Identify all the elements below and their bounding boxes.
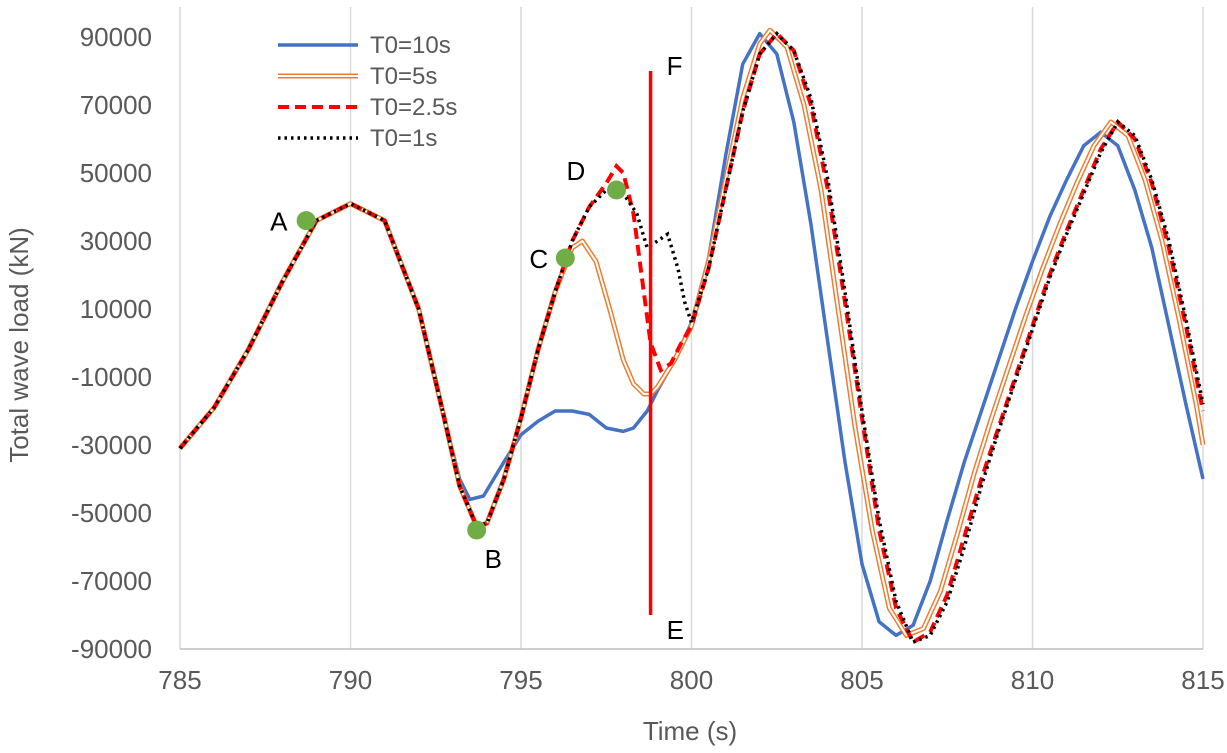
y-tick-label: 50000 (80, 158, 152, 188)
marker-point (606, 180, 626, 200)
marker-label: B (485, 544, 502, 574)
legend-label: T0=1s (370, 125, 437, 152)
x-tick-label: 790 (329, 665, 372, 695)
series-line (178, 31, 1205, 645)
series-line-inner (179, 29, 1204, 637)
legend: T0=10s T0=5s T0=2.5s T0=1s (278, 32, 457, 152)
legend-entry: T0=1s (278, 125, 437, 152)
x-tick-label: 795 (499, 665, 542, 695)
y-tick-label: 10000 (80, 294, 152, 324)
y-tick-label: -50000 (71, 498, 152, 528)
series-layer (178, 27, 1206, 646)
annotation-layer: F E A B C D (270, 51, 684, 645)
y-tick-label: -90000 (71, 634, 152, 664)
x-tick-label: 815 (1181, 665, 1224, 695)
marker-point (555, 248, 575, 268)
legend-entry: T0=5s (278, 63, 437, 90)
y-tick-label: -10000 (71, 362, 152, 392)
x-axis-title: Time (s) (643, 716, 737, 746)
y-axis-title: Total wave load (kN) (4, 227, 34, 463)
event-line-bottom-label: E (667, 615, 684, 645)
y-tick-label: -30000 (71, 430, 152, 460)
marker-label: A (270, 207, 288, 237)
axis-layer: 785 790 795 800 805 810 815 -90000 -70000 -50000 -… (71, 22, 1225, 695)
x-tick-label: 810 (1011, 665, 1054, 695)
y-tick-label: 70000 (80, 90, 152, 120)
marker-point (296, 211, 316, 231)
x-tick-label: 805 (840, 665, 883, 695)
y-tick-label: 90000 (80, 22, 152, 52)
y-tick-label: -70000 (71, 566, 152, 596)
legend-label: T0=10s (370, 32, 451, 59)
marker-label: D (566, 156, 585, 186)
event-line-top-label: F (667, 51, 683, 81)
marker-label: C (529, 244, 548, 274)
x-tick-label: 800 (670, 665, 713, 695)
grid-layer (179, 7, 1204, 649)
legend-entry: T0=2.5s (278, 94, 457, 121)
series-t0-5s (178, 27, 1206, 638)
y-tick-label: 30000 (80, 226, 152, 256)
legend-entry: T0=10s (278, 32, 451, 59)
legend-label: T0=2.5s (370, 94, 457, 121)
legend-label: T0=5s (370, 63, 437, 90)
x-tick-label: 785 (158, 665, 201, 695)
series-t0-1s (178, 31, 1205, 645)
marker-point (467, 520, 487, 540)
